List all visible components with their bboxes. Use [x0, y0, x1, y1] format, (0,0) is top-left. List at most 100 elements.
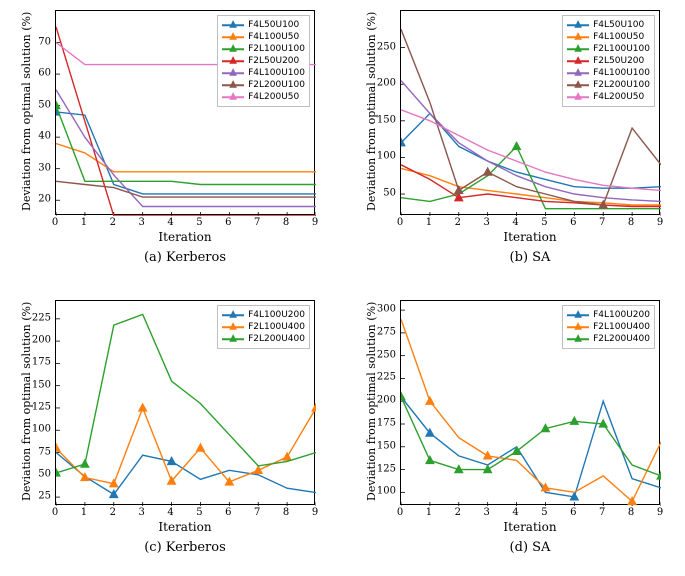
series-marker [139, 404, 147, 411]
ytick-label: 250 [376, 349, 396, 360]
legend-item: ▲ F2L100U100 [222, 43, 305, 55]
legend-triangle-icon: ▲ [229, 32, 237, 42]
legend-swatch: ▲ [567, 31, 589, 43]
legend-triangle-icon: ▲ [574, 334, 582, 344]
legend-label: F4L100U50 [248, 31, 299, 43]
xtick-label: 9 [657, 507, 663, 518]
xtick-label: 3 [138, 217, 144, 228]
legend-item: ▲F2L200U100 [222, 79, 305, 91]
legend-swatch: ▲ [222, 43, 244, 55]
xtick-label: 5 [541, 507, 547, 518]
legend-label: F2L100U100 [248, 43, 305, 55]
ytick-label: 75 [31, 446, 51, 457]
series-marker [196, 444, 204, 451]
legend-label: F2L100U400 [248, 321, 305, 333]
xtick-label: 8 [628, 217, 634, 228]
series-line [56, 453, 316, 495]
xtick-label: 9 [657, 217, 663, 228]
xtick-label: 6 [225, 217, 231, 228]
series-marker [283, 453, 291, 460]
legend-item: ▲F4L100U100 [222, 67, 305, 79]
legend-d: ▲ F4L100U200▲F2L100U400▲F2L200U400 [562, 305, 655, 349]
xtick-label: 8 [628, 507, 634, 518]
legend-item: ▲ F4L100U100 [567, 67, 650, 79]
ytick-label: 125 [31, 401, 51, 412]
xtick-label: 7 [254, 507, 260, 518]
legend-item: ▲F2L200U400 [567, 333, 650, 345]
legend-label: F2L200U100 [593, 79, 650, 91]
legend-swatch: ▲ [567, 321, 589, 333]
legend-triangle-icon: ▲ [229, 56, 237, 66]
plot-d: ▲ F4L100U200▲F2L100U400▲F2L200U400 [400, 300, 660, 505]
xtick-label: 0 [52, 507, 58, 518]
xtick-label: 2 [455, 217, 461, 228]
legend-triangle-icon: ▲ [229, 322, 237, 332]
series-line [401, 397, 661, 476]
series-line [56, 144, 316, 172]
xtick-label: 7 [599, 507, 605, 518]
legend-label: F4L100U200 [593, 309, 650, 321]
series-marker [570, 417, 578, 424]
legend-triangle-icon: ▲ [574, 32, 582, 42]
ytick-label: 250 [376, 41, 396, 52]
legend-triangle-icon: ▲ [574, 322, 582, 332]
legend-swatch: ▲ [567, 309, 589, 321]
ytick-label: 20 [31, 194, 51, 205]
legend-label: F4L50U100 [593, 19, 644, 31]
ytick-label: 225 [31, 312, 51, 323]
series-marker [56, 101, 60, 108]
legend-label: F2L50U200 [593, 55, 644, 67]
ytick-label: 50 [31, 468, 51, 479]
series-marker [254, 466, 262, 473]
series-marker [312, 404, 316, 411]
legend-triangle-icon: ▲ [229, 68, 237, 78]
legend-swatch: ▲ [567, 67, 589, 79]
series-line [401, 165, 661, 207]
ytick-label: 100 [376, 486, 396, 497]
legend-item: ▲ F4L100U50 [567, 31, 650, 43]
ytick-label: 150 [376, 114, 396, 125]
ytick-label: 100 [31, 424, 51, 435]
xtick-label: 0 [397, 217, 403, 228]
legend-item: ▲F4L100U200 [222, 309, 305, 321]
legend-label: F2L50U200 [248, 55, 299, 67]
legend-swatch: ▲ [222, 31, 244, 43]
xtick-label: 5 [196, 217, 202, 228]
legend-item: ▲F2L100U400 [567, 321, 650, 333]
legend-triangle-icon: ▲ [229, 92, 237, 102]
xtick-label: 6 [570, 507, 576, 518]
ytick-label: 150 [376, 440, 396, 451]
xtick-label: 1 [81, 217, 87, 228]
ylabel-d: Deviation from optimal solution (%) [365, 302, 378, 501]
legend-label: F4L200U50 [593, 91, 644, 103]
legend-swatch: ▲ [222, 91, 244, 103]
ytick-label: 25 [31, 491, 51, 502]
legend-swatch: ▲ [567, 91, 589, 103]
series-line [56, 181, 316, 197]
ytick-label: 50 [31, 99, 51, 110]
ytick-label: 275 [376, 326, 396, 337]
xtick-label: 1 [81, 507, 87, 518]
xtick-label: 1 [426, 507, 432, 518]
xtick-label: 7 [254, 217, 260, 228]
figure-root: ▲ F4L50U100 ▲ F4L100U50 ▲ F2L100U100 ▲ F2L50U20… [0, 0, 685, 576]
legend-triangle-icon: ▲ [574, 92, 582, 102]
legend-b: ▲ F4L50U100 ▲ F4L100U50 ▲ F2L100U100 ▲ F2L50U20… [562, 15, 655, 107]
legend-swatch: ▲ [222, 321, 244, 333]
legend-item: ▲ F4L100U200 [567, 309, 650, 321]
xtick-label: 4 [512, 217, 518, 228]
legend-swatch: ▲ [567, 79, 589, 91]
series-marker [484, 168, 492, 175]
legend-label: F4L100U50 [593, 31, 644, 43]
legend-label: F4L100U100 [593, 67, 650, 79]
xtick-label: 6 [570, 217, 576, 228]
ytick-label: 300 [376, 304, 396, 315]
xlabel-d: Iteration [400, 520, 660, 534]
legend-label: F4L200U50 [248, 91, 299, 103]
series-marker [56, 444, 60, 451]
plot-c: ▲F4L100U200▲F2L100U400▲F2L200U400 [55, 300, 315, 505]
xtick-label: 1 [426, 217, 432, 228]
legend-label: F2L200U400 [248, 333, 305, 345]
legend-label: F2L100U100 [593, 43, 650, 55]
legend-swatch: ▲ [222, 333, 244, 345]
